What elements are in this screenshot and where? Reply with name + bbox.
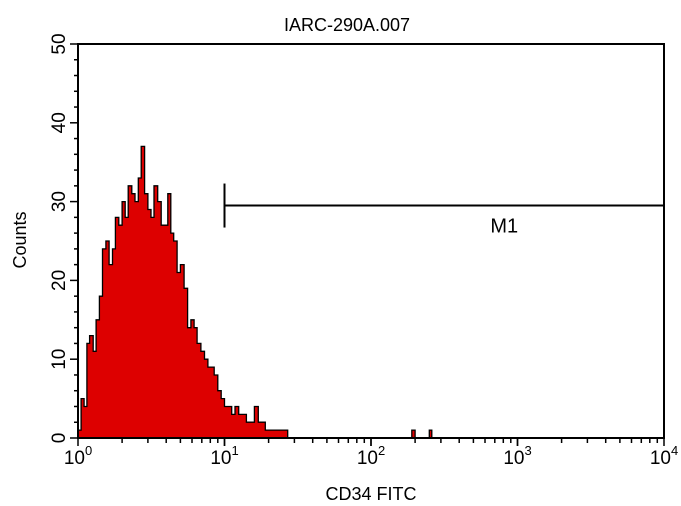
plot-area: 0 10 20 30 40 50 100 101 102 103 104 M1 <box>49 33 678 469</box>
y-tick-label: 0 <box>49 433 70 444</box>
y-tick-label: 40 <box>49 112 70 133</box>
y-tick-label: 10 <box>49 349 70 370</box>
x-tick-label: 100 <box>64 443 92 469</box>
x-tick-label: 101 <box>210 443 238 469</box>
x-axis-title: CD34 FITC <box>325 484 416 504</box>
x-tick-label: 102 <box>357 443 385 469</box>
y-tick-label: 30 <box>49 191 70 212</box>
marker-label: M1 <box>490 216 518 238</box>
y-tick-label: 50 <box>49 33 70 54</box>
chart-title: IARC-290A.007 <box>284 15 410 35</box>
x-tick-label: 103 <box>503 443 531 469</box>
x-tick-label: 104 <box>650 443 678 469</box>
y-tick-label: 20 <box>49 270 70 291</box>
histogram-series-0 <box>77 145 664 439</box>
y-axis-title: Counts <box>10 211 30 268</box>
